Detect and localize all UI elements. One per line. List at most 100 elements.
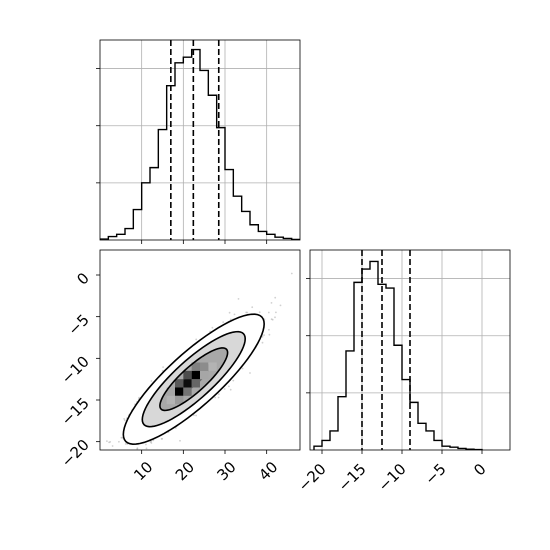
scatter-point — [150, 442, 153, 444]
hist-y-bin-5 — [354, 282, 362, 450]
hist-y-histogram-step — [313, 260, 483, 450]
hist-x-bin-4 — [133, 210, 141, 240]
scatter-point — [274, 296, 277, 299]
contour-line-0 — [122, 313, 265, 445]
scatter-point — [145, 443, 147, 446]
scatter-point — [113, 466, 115, 468]
scatter-point — [179, 439, 181, 442]
scatter-point — [211, 326, 214, 329]
hist-y-frame — [309, 249, 511, 451]
scatter-point — [109, 441, 112, 443]
scatter-point — [193, 414, 195, 417]
contour-line-1 — [141, 330, 247, 428]
density-cell-0 — [175, 387, 184, 396]
scatter-point — [279, 304, 282, 307]
hist-x-bin-17 — [242, 211, 250, 240]
scatter-point — [217, 396, 220, 399]
scatter-point — [222, 321, 225, 323]
hist-y-bin-15 — [434, 440, 442, 450]
hist-x-bin-15 — [225, 170, 233, 240]
scatter-point — [223, 388, 226, 390]
hist-y-bin-6 — [362, 269, 370, 450]
scatter-point — [175, 427, 177, 429]
hist-x-bin-18 — [250, 225, 258, 240]
hist-y-bin-11 — [402, 380, 410, 450]
hist-x-bin-20 — [267, 234, 275, 240]
scatter-point — [145, 447, 148, 450]
scatter-frame — [99, 249, 301, 451]
hist-y-bin-7 — [370, 261, 378, 450]
hist-x-bin-13 — [208, 95, 216, 240]
density-cell-7 — [200, 362, 209, 371]
scatter-point — [268, 333, 271, 336]
hist-x-bin-10 — [183, 57, 191, 240]
hist-y-x-tick-label-3: −5 — [421, 460, 449, 488]
scatter-point — [138, 396, 141, 399]
scatter-x-tick-label-0: 10 — [130, 458, 156, 484]
scatter-xy-panel: 10 20 30 40 0 −5 −10 −15 −20 — [58, 249, 301, 484]
scatter-plot-area — [106, 272, 293, 476]
scatter-point — [108, 441, 110, 444]
density-cell-6 — [183, 387, 192, 396]
scatter-point — [195, 414, 198, 417]
scatter-point — [228, 311, 231, 314]
scatter-point — [195, 338, 198, 341]
scatter-point — [271, 318, 274, 321]
scatter-y-tick-label-4: −20 — [58, 436, 93, 471]
scatter-point — [138, 453, 140, 455]
scatter-point — [246, 311, 249, 314]
hist-y-x-tick-label-0: −20 — [295, 460, 330, 495]
scatter-point — [120, 458, 122, 460]
scatter-point — [214, 396, 217, 399]
density-cell-3 — [175, 379, 184, 388]
hist-y-bin-10 — [394, 345, 402, 450]
scatter-point — [111, 445, 114, 447]
scatter-point — [241, 367, 244, 370]
density-cell-9 — [166, 395, 175, 405]
scatter-point — [228, 385, 230, 388]
scatter-y-tick-label-0: 0 — [73, 269, 92, 288]
scatter-x-tick-label-3: 40 — [255, 458, 281, 484]
density-cell-8 — [166, 387, 175, 396]
scatter-point — [274, 316, 276, 319]
hist-y-bin-3 — [338, 397, 346, 450]
density-cell-13 — [208, 362, 217, 371]
hist-y-bin-4 — [346, 351, 354, 450]
hist-y-bin-2 — [330, 431, 338, 450]
scatter-point — [106, 474, 108, 476]
scatter-point — [261, 341, 264, 344]
scatter-point — [270, 318, 273, 321]
histogram-x-panel — [96, 39, 301, 244]
density-cell-10 — [200, 370, 209, 380]
density-cell-4 — [183, 370, 192, 380]
hist-y-bin-12 — [410, 402, 418, 450]
scatter-point — [267, 311, 270, 314]
hist-x-bin-16 — [233, 196, 241, 240]
scatter-point — [268, 328, 270, 331]
hist-x-bin-5 — [142, 183, 150, 240]
scatter-point — [229, 388, 232, 391]
hist-y-x-tick-label-2: −10 — [375, 460, 410, 495]
scatter-point — [229, 318, 232, 321]
density-cell-11 — [191, 362, 200, 371]
scatter-point — [123, 419, 126, 422]
scatter-point — [263, 334, 265, 336]
hist-x-bin-6 — [150, 168, 158, 240]
scatter-y-tick-label-3: −15 — [58, 394, 93, 429]
density-cell-12 — [175, 395, 184, 405]
density-cell-2 — [191, 370, 200, 380]
scatter-point — [258, 311, 261, 314]
density-cell-1 — [183, 379, 192, 388]
scatter-x-tick-label-1: 20 — [172, 458, 198, 484]
hist-y-bin-9 — [386, 288, 394, 450]
scatter-point — [233, 313, 236, 316]
scatter-point — [150, 380, 153, 382]
scatter-point — [160, 438, 163, 440]
scatter-point — [149, 441, 152, 443]
scatter-point — [136, 447, 139, 450]
scatter-point — [106, 440, 108, 442]
hist-x-bin-9 — [175, 63, 183, 240]
hist-x-bin-12 — [200, 70, 208, 240]
scatter-point — [150, 440, 153, 443]
histogram-y-panel: −20 −15 −10 −5 0 — [295, 249, 511, 495]
